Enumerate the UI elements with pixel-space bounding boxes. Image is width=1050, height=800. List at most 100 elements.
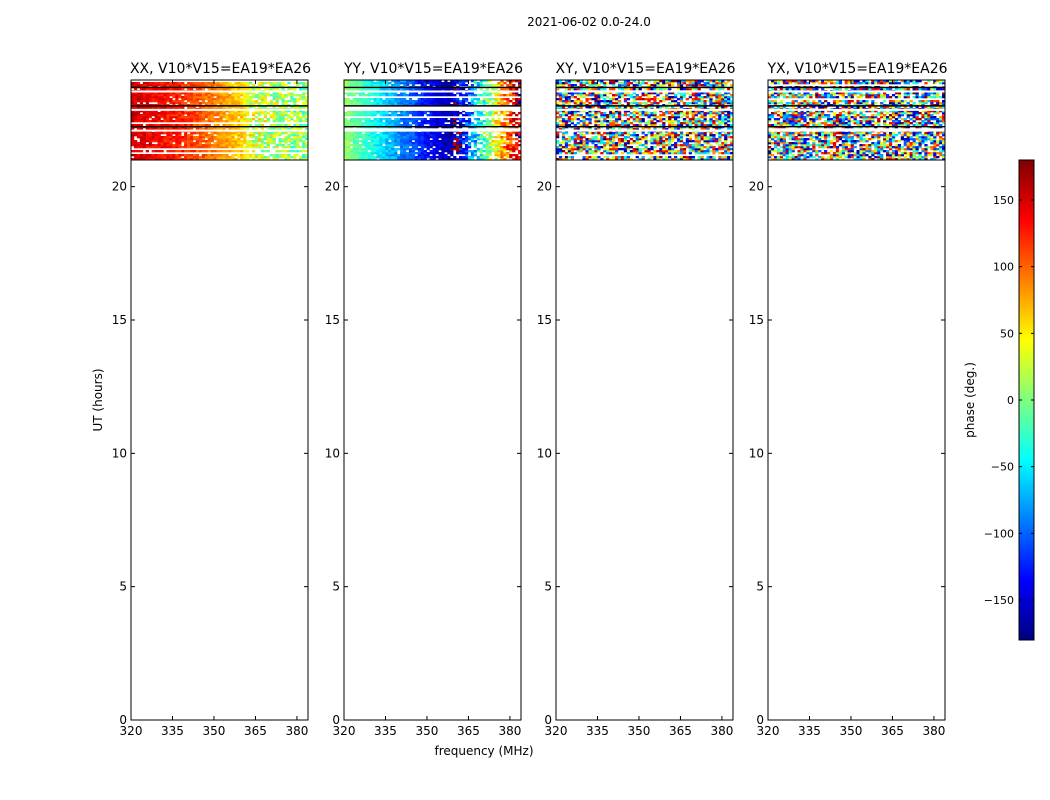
- heatmap-cell: [213, 138, 217, 141]
- heatmap-cell: [201, 140, 206, 143]
- heatmap-cell: [506, 114, 510, 117]
- heatmap-cell: [287, 140, 291, 143]
- heatmap-cell: [142, 154, 147, 157]
- heatmap-cell: [515, 156, 519, 159]
- heatmap-cell: [570, 150, 574, 153]
- heatmap-cell: [269, 100, 273, 103]
- heatmap-cell: [131, 100, 135, 103]
- heatmap-cell: [260, 112, 265, 115]
- heatmap-cell: [659, 142, 663, 145]
- heatmap-cell: [570, 158, 574, 161]
- heatmap-cell: [647, 120, 651, 123]
- heatmap-cell: [623, 120, 628, 123]
- heatmap-cell: [131, 92, 135, 95]
- heatmap-cell: [718, 134, 722, 137]
- heatmap-cell: [178, 102, 182, 105]
- heatmap-cell: [382, 150, 386, 153]
- heatmap-cell: [257, 106, 262, 109]
- heatmap-cell: [609, 158, 613, 161]
- heatmap-cell: [346, 152, 351, 155]
- heatmap-cell: [352, 122, 357, 125]
- heatmap-cell: [453, 98, 457, 101]
- heatmap-cell: [556, 142, 560, 145]
- heatmap-cell: [216, 154, 220, 157]
- heatmap-cell: [494, 92, 498, 95]
- heatmap-cell: [579, 106, 583, 109]
- heatmap-cell: [355, 88, 360, 91]
- heatmap-cell: [408, 148, 413, 151]
- heatmap-cell: [349, 138, 354, 141]
- heatmap-cell: [591, 106, 595, 109]
- heatmap-cell: [435, 136, 439, 139]
- heatmap-cell: [181, 116, 185, 119]
- heatmap-cell: [198, 82, 203, 85]
- heatmap-cell: [367, 148, 371, 151]
- heatmap-cell: [163, 138, 167, 141]
- heatmap-cell: [567, 118, 572, 121]
- heatmap-cell: [382, 110, 386, 113]
- heatmap-cell: [352, 104, 357, 107]
- heatmap-cell: [506, 122, 510, 125]
- heatmap-cell: [145, 118, 149, 121]
- heatmap-cell: [166, 132, 170, 135]
- heatmap-cell: [612, 112, 616, 115]
- heatmap-cell: [373, 84, 377, 87]
- heatmap-cell: [151, 144, 155, 147]
- heatmap-cell: [570, 122, 574, 125]
- heatmap-cell: [355, 158, 360, 161]
- heatmap-cell: [178, 146, 182, 149]
- heatmap-cell: [361, 88, 365, 91]
- heatmap-cell: [278, 114, 282, 117]
- heatmap-cell: [394, 102, 398, 105]
- heatmap-cell: [476, 94, 480, 97]
- heatmap-cell: [456, 138, 460, 141]
- heatmap-cell: [612, 158, 616, 161]
- heatmap-cell: [447, 84, 451, 87]
- heatmap-cell: [603, 150, 607, 153]
- heatmap-cell: [136, 146, 141, 149]
- heatmap-cell: [414, 102, 419, 105]
- heatmap-cell: [506, 100, 510, 103]
- heatmap-cell: [195, 132, 200, 135]
- heatmap-cell: [497, 146, 501, 149]
- heatmap-cell: [278, 116, 282, 119]
- heatmap-cell: [644, 148, 648, 151]
- heatmap-cell: [391, 120, 395, 123]
- heatmap-cell: [647, 106, 651, 109]
- heatmap-cell: [432, 154, 436, 157]
- heatmap-cell: [157, 84, 161, 87]
- heatmap-cell: [606, 140, 610, 143]
- heatmap-cell: [379, 100, 383, 103]
- heatmap-cell: [450, 112, 454, 115]
- heatmap-cell: [432, 102, 436, 105]
- heatmap-cell: [346, 156, 351, 159]
- heatmap-cell: [131, 124, 135, 127]
- heatmap-cell: [379, 134, 383, 137]
- heatmap-cell: [467, 124, 472, 127]
- heatmap-cell: [438, 120, 442, 123]
- heatmap-cell: [349, 82, 354, 85]
- heatmap-cell: [432, 136, 436, 139]
- heatmap-cell: [151, 106, 155, 109]
- heatmap-cell: [302, 132, 306, 135]
- heatmap-cell: [426, 110, 430, 113]
- heatmap-cell: [284, 110, 288, 113]
- heatmap-cell: [219, 136, 223, 139]
- heatmap-cell: [709, 146, 713, 149]
- heatmap-cell: [178, 118, 182, 121]
- heatmap-cell: [432, 122, 436, 125]
- heatmap-cell: [420, 80, 424, 83]
- heatmap-cell: [612, 150, 616, 153]
- heatmap-cell: [500, 98, 504, 101]
- heatmap-cell: [679, 158, 684, 161]
- heatmap-cell: [344, 80, 348, 83]
- heatmap-cell: [697, 104, 701, 107]
- heatmap-cell: [429, 102, 433, 105]
- heatmap-cell: [210, 156, 214, 159]
- heatmap-cell: [408, 140, 413, 143]
- heatmap-cell: [394, 100, 398, 103]
- heatmap-cell: [136, 100, 141, 103]
- heatmap-cell: [397, 124, 401, 127]
- heatmap-cell: [447, 114, 451, 117]
